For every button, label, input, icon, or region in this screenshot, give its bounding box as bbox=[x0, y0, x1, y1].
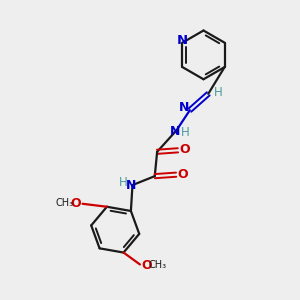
Text: N: N bbox=[177, 34, 188, 47]
Text: N: N bbox=[179, 101, 190, 114]
Text: O: O bbox=[177, 168, 188, 181]
Text: H: H bbox=[119, 176, 128, 189]
Text: O: O bbox=[141, 259, 152, 272]
Text: H: H bbox=[181, 126, 190, 139]
Text: CH₃: CH₃ bbox=[149, 260, 167, 270]
Text: H: H bbox=[213, 86, 222, 99]
Text: N: N bbox=[126, 178, 136, 192]
Text: O: O bbox=[179, 143, 190, 156]
Text: N: N bbox=[170, 125, 180, 138]
Text: CH₃: CH₃ bbox=[55, 198, 73, 208]
Text: O: O bbox=[71, 197, 81, 210]
